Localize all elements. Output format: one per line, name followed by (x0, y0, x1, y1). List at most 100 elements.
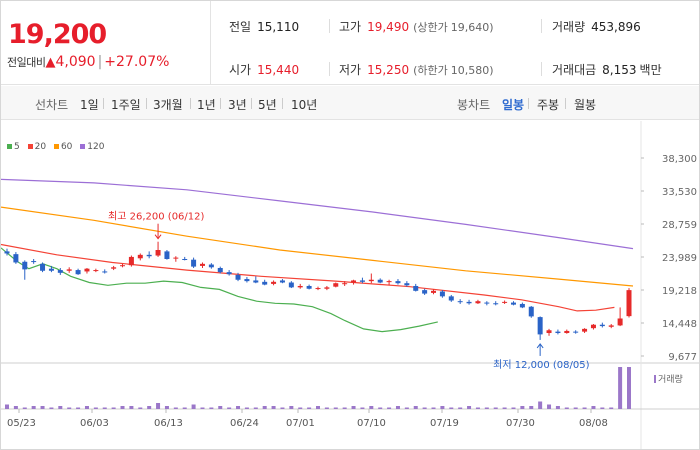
y-tick-label: 28,759 (662, 220, 697, 231)
stat-value: 15,250 (367, 63, 410, 77)
volume-bar (13, 406, 18, 409)
candle-body (555, 331, 561, 334)
volume-bar (502, 407, 507, 409)
volume-bar (22, 407, 27, 409)
x-tick-label: 07/30 (506, 418, 535, 429)
candle-body (546, 330, 552, 334)
divider (251, 98, 252, 109)
volume-bar (173, 407, 178, 409)
candle-body (368, 279, 374, 282)
candle-body (324, 287, 330, 289)
volume-bar (111, 407, 116, 409)
candle-body (564, 330, 570, 334)
high-annotation: 최고 26,200 (06/12) (108, 211, 204, 223)
y-axis-ticks: 38,300 33,530 28,759 23,989 19,218 14,448 9,67… (641, 154, 697, 363)
volume-bar (209, 407, 214, 409)
moving-average-lines (1, 178, 634, 333)
volume-bar (182, 407, 187, 409)
volume-bar (84, 406, 89, 409)
candle-body (75, 270, 81, 275)
stat-value: 15,110 (257, 20, 300, 34)
y-tick-label: 33,530 (662, 187, 697, 198)
stat-sub-value: 19,640) (450, 21, 494, 34)
volume-bar (609, 407, 614, 409)
candle-body (475, 301, 481, 304)
candle-daily[interactable]: 일봉 (502, 98, 525, 112)
volume-bar (253, 407, 258, 409)
volume-bar (40, 406, 45, 409)
candle-body (404, 283, 410, 286)
candle-monthly[interactable]: 월봉 (574, 98, 597, 112)
candle-body (128, 256, 134, 266)
stat-sub-value: 10,580) (450, 64, 494, 77)
stat-trade-amount: 거래대금 8,153 백만 (552, 61, 662, 78)
period-3y[interactable]: 3년 (228, 98, 247, 112)
candle-body (182, 258, 188, 260)
low-arrow-head (536, 343, 544, 349)
volume-bar (31, 406, 36, 409)
candle-body (448, 296, 454, 301)
candle-body (573, 331, 579, 333)
period-1d[interactable]: 1일 (80, 98, 99, 112)
volume-bar (120, 406, 125, 409)
annotations: 최고 26,200 (06/12) 최저 12,000 (08/05) (108, 211, 590, 371)
volume-bar (280, 407, 285, 409)
volume-bar (493, 407, 498, 409)
volume-bar (538, 401, 543, 409)
volume-bar (200, 407, 205, 409)
up-triangle-icon: ▲ (45, 55, 56, 70)
volume-bar (404, 407, 409, 409)
low-annotation: 최저 12,000 (08/05) (493, 359, 589, 371)
volume-bar (58, 406, 63, 409)
candle-body (262, 281, 268, 285)
candle-body (146, 254, 152, 257)
y-tick-label: 19,218 (662, 286, 697, 297)
volume-bar (333, 407, 338, 409)
stat-value: 453,896 (591, 20, 641, 34)
candle-body (528, 306, 534, 317)
candle-body (431, 290, 437, 293)
volume-bar (298, 407, 303, 409)
volume-bar (342, 407, 347, 409)
ma-legend: 5 20 60 120 (7, 142, 109, 152)
legend-swatch (27, 144, 33, 149)
candle-body (582, 328, 588, 332)
legend-ma5: 5 (7, 142, 20, 152)
legend-ma60: 60 (53, 142, 72, 152)
volume-bar (129, 406, 134, 409)
candle-body (235, 274, 241, 280)
current-price-box: 19,200 전일대비▲4,090 | +27.07% (1, 1, 211, 85)
volume-bar (582, 407, 587, 409)
volume-bar (244, 407, 249, 409)
volume-bar (600, 407, 605, 409)
period-10y[interactable]: 10년 (291, 98, 318, 112)
candle-body (66, 269, 72, 271)
period-1y[interactable]: 1년 (197, 98, 216, 112)
candle-body (608, 325, 614, 327)
price-header: 19,200 전일대비▲4,090 | +27.07% 전일 15,110 고가 19,… (1, 1, 699, 85)
volume-bar (369, 406, 374, 409)
candle-body (502, 301, 508, 303)
volume-bar (627, 367, 631, 409)
volume-bar (387, 407, 392, 409)
divider (146, 98, 147, 109)
period-3m[interactable]: 3개월 (153, 98, 183, 112)
legend-ma120: 120 (80, 142, 104, 152)
candle-body (626, 290, 632, 317)
candle-body (40, 263, 46, 271)
volume-bar (555, 406, 560, 409)
candle-body (111, 267, 117, 269)
volume-bar (138, 407, 143, 409)
volume-bar (93, 407, 98, 409)
candles (4, 241, 632, 340)
candle-body (191, 259, 197, 267)
volume-bars: 거래량 (5, 367, 683, 409)
candle-body (395, 281, 401, 284)
period-1w[interactable]: 1주일 (111, 98, 141, 112)
candle-body (537, 317, 543, 335)
volume-bar (431, 407, 436, 409)
candle-weekly[interactable]: 주봉 (537, 98, 560, 112)
candle-body (84, 268, 90, 272)
period-5y[interactable]: 5년 (258, 98, 277, 112)
candle-body (93, 270, 99, 272)
